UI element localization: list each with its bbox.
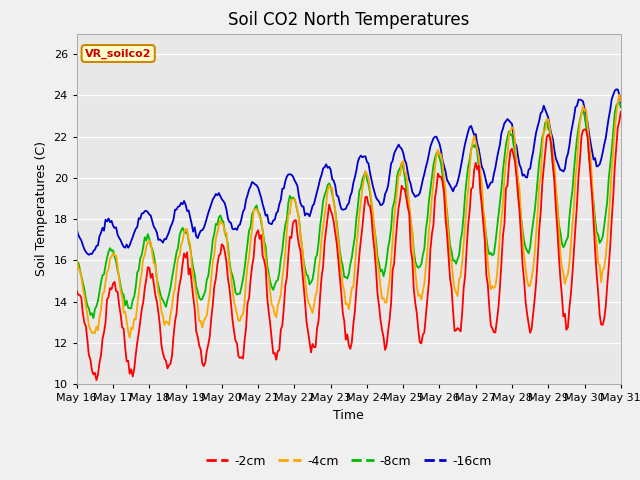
-8cm bbox=[88, 310, 96, 316]
X-axis label: Time: Time bbox=[333, 408, 364, 421]
-2cm bbox=[552, 204, 559, 210]
-8cm bbox=[617, 105, 625, 110]
-2cm bbox=[617, 109, 625, 115]
-16cm bbox=[384, 183, 392, 189]
-16cm bbox=[403, 160, 410, 166]
Line: -16cm: -16cm bbox=[77, 89, 621, 255]
Y-axis label: Soil Temperatures (C): Soil Temperatures (C) bbox=[35, 141, 48, 276]
-4cm bbox=[88, 330, 96, 336]
-4cm bbox=[384, 287, 392, 293]
-16cm bbox=[612, 86, 620, 92]
-4cm bbox=[617, 98, 625, 104]
-2cm bbox=[415, 327, 422, 333]
Title: Soil CO2 North Temperatures: Soil CO2 North Temperatures bbox=[228, 11, 470, 29]
-8cm bbox=[176, 232, 184, 238]
-8cm bbox=[73, 262, 81, 267]
-16cm bbox=[90, 248, 97, 254]
-2cm bbox=[73, 288, 81, 294]
-2cm bbox=[93, 377, 100, 383]
-2cm bbox=[384, 329, 392, 335]
-4cm bbox=[415, 293, 422, 299]
-4cm bbox=[616, 92, 623, 97]
-8cm bbox=[415, 265, 422, 271]
-4cm bbox=[73, 257, 81, 263]
Line: -8cm: -8cm bbox=[77, 103, 621, 318]
-2cm bbox=[88, 368, 96, 373]
Legend: -2cm, -4cm, -8cm, -16cm: -2cm, -4cm, -8cm, -16cm bbox=[200, 450, 497, 473]
-16cm bbox=[552, 156, 559, 161]
-16cm bbox=[617, 99, 625, 105]
-2cm bbox=[403, 194, 410, 200]
-16cm bbox=[73, 227, 81, 232]
-16cm bbox=[415, 192, 422, 198]
-8cm bbox=[90, 315, 97, 321]
-8cm bbox=[384, 245, 392, 251]
-4cm bbox=[403, 170, 410, 176]
-4cm bbox=[176, 253, 184, 259]
Line: -4cm: -4cm bbox=[77, 95, 621, 337]
-8cm bbox=[616, 100, 623, 106]
-8cm bbox=[552, 188, 559, 193]
Line: -2cm: -2cm bbox=[77, 112, 621, 380]
Text: VR_soilco2: VR_soilco2 bbox=[85, 48, 152, 59]
-2cm bbox=[176, 281, 184, 287]
-16cm bbox=[176, 204, 184, 209]
-16cm bbox=[85, 252, 93, 258]
-4cm bbox=[552, 183, 559, 189]
-4cm bbox=[126, 335, 134, 340]
-8cm bbox=[403, 185, 410, 191]
